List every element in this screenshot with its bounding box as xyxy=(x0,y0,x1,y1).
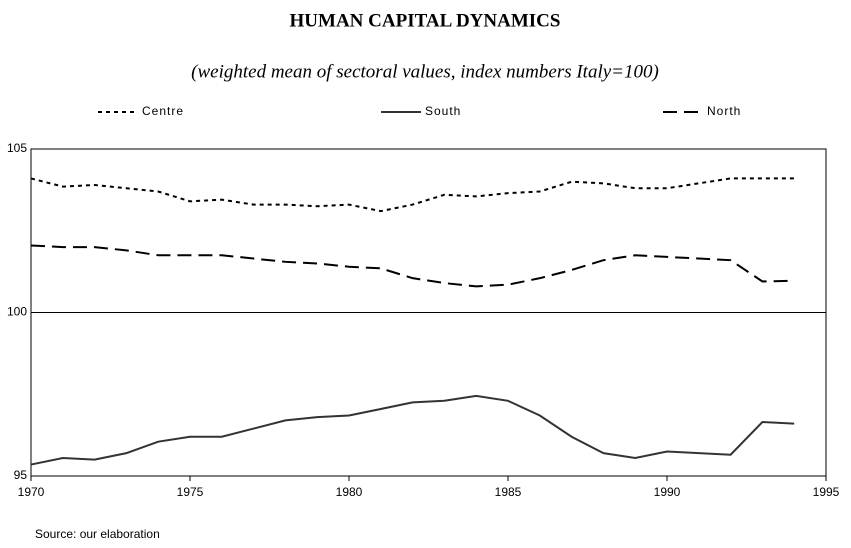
legend-label: South xyxy=(425,104,461,118)
source-note: Source: our elaboration xyxy=(35,527,160,541)
chart-title: HUMAN CAPITAL DYNAMICS xyxy=(290,10,561,31)
legend-label: Centre xyxy=(142,104,184,118)
y-tick-label: 100 xyxy=(7,305,27,319)
series-line xyxy=(30,394,795,466)
x-tick-label: 1975 xyxy=(177,485,204,499)
x-tick-label: 1985 xyxy=(495,485,522,499)
x-tick-label: 1980 xyxy=(336,485,363,499)
y-tick-label: 105 xyxy=(7,141,27,155)
series-line xyxy=(30,177,795,213)
chart-subtitle: (weighted mean of sectoral values, index… xyxy=(191,61,659,82)
legend-label: North xyxy=(707,104,741,118)
series-line xyxy=(30,244,795,288)
x-tick-label: 1990 xyxy=(654,485,681,499)
x-tick-label: 1970 xyxy=(18,485,45,499)
y-tick-label: 95 xyxy=(14,468,28,482)
x-tick-label: 1995 xyxy=(813,485,840,499)
